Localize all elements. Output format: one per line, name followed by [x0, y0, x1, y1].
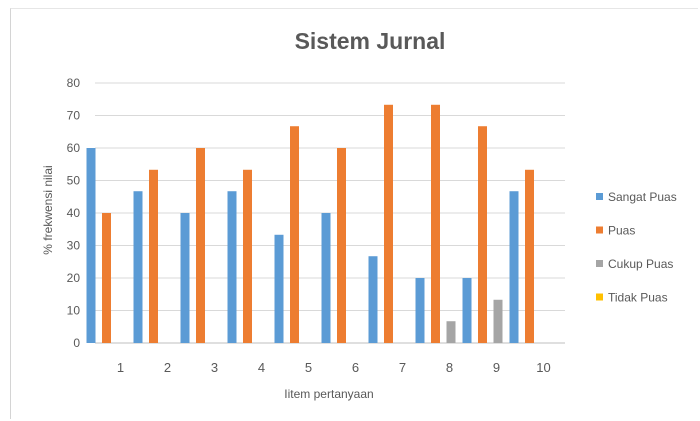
y-tick-label: 10: [67, 304, 81, 318]
x-tick-label: 3: [211, 360, 218, 375]
bar-cukup-puas: [493, 299, 503, 343]
bar-puas: [431, 104, 440, 344]
y-tick-label: 0: [73, 336, 80, 350]
bar-sangat-puas: [274, 234, 284, 343]
bar-puas: [243, 169, 252, 343]
bar-sangat-puas: [321, 213, 331, 343]
bar-puas: [525, 169, 534, 343]
x-tick-label: 5: [305, 360, 312, 375]
bar-sangat-puas: [180, 213, 190, 343]
x-tick-label: 4: [258, 360, 265, 375]
x-tick-label: 6: [352, 360, 359, 375]
x-tick-label: 8: [446, 360, 453, 375]
x-tick-label: 2: [164, 360, 171, 375]
bar-sangat-puas: [227, 191, 237, 343]
y-tick-label: 30: [67, 239, 81, 253]
y-tick-labels: 0 10 20 30 40 50 60 70 80: [67, 76, 81, 350]
bar-puas: [102, 213, 111, 343]
bar-sangat-puas: [86, 148, 96, 343]
x-tick-label: 1: [117, 360, 124, 375]
y-axis-label: % frekwensi nilai: [41, 165, 55, 254]
x-tick-label: 7: [399, 360, 406, 375]
bar-cukup-puas: [446, 321, 456, 343]
x-tick-label: 10: [536, 360, 550, 375]
y-tick-label: 80: [67, 76, 81, 90]
bar-puas: [384, 104, 393, 344]
legend-label: Tidak Puas: [608, 291, 668, 305]
chart-title: Sistem Jurnal: [294, 28, 446, 54]
legend-swatch: [596, 193, 603, 200]
bar-sangat-puas: [133, 191, 143, 343]
bar-sangat-puas: [368, 256, 378, 343]
y-tick-label: 60: [67, 141, 81, 155]
chart-frame: [10, 8, 698, 419]
legend-swatch: [596, 293, 603, 301]
bar-puas: [478, 126, 487, 343]
y-tick-label: 70: [67, 109, 81, 123]
legend-label: Puas: [608, 224, 635, 238]
legend-swatch: [596, 226, 603, 234]
y-tick-label: 20: [67, 271, 81, 285]
bar-puas: [337, 148, 346, 343]
bar-puas: [196, 148, 205, 343]
bar-sangat-puas: [415, 278, 425, 343]
legend-label: Cukup Puas: [608, 257, 673, 271]
x-tick-label: 9: [493, 360, 500, 375]
bar-puas: [149, 169, 158, 343]
x-tick-labels: 1 2 3 4 5 6 7 8 9 10: [117, 360, 551, 375]
y-tick-label: 40: [67, 206, 81, 220]
bars: [86, 104, 534, 344]
bar-sangat-puas: [509, 191, 519, 343]
x-axis-label: Iitem pertanyaan: [284, 387, 373, 401]
bar-puas: [290, 126, 299, 343]
legend-label: Sangat Puas: [608, 190, 677, 204]
legend: Sangat Puas Puas Cukup Puas Tidak Puas: [596, 190, 677, 305]
y-tick-label: 50: [67, 174, 81, 188]
legend-swatch: [596, 260, 603, 267]
bar-sangat-puas: [462, 278, 472, 343]
